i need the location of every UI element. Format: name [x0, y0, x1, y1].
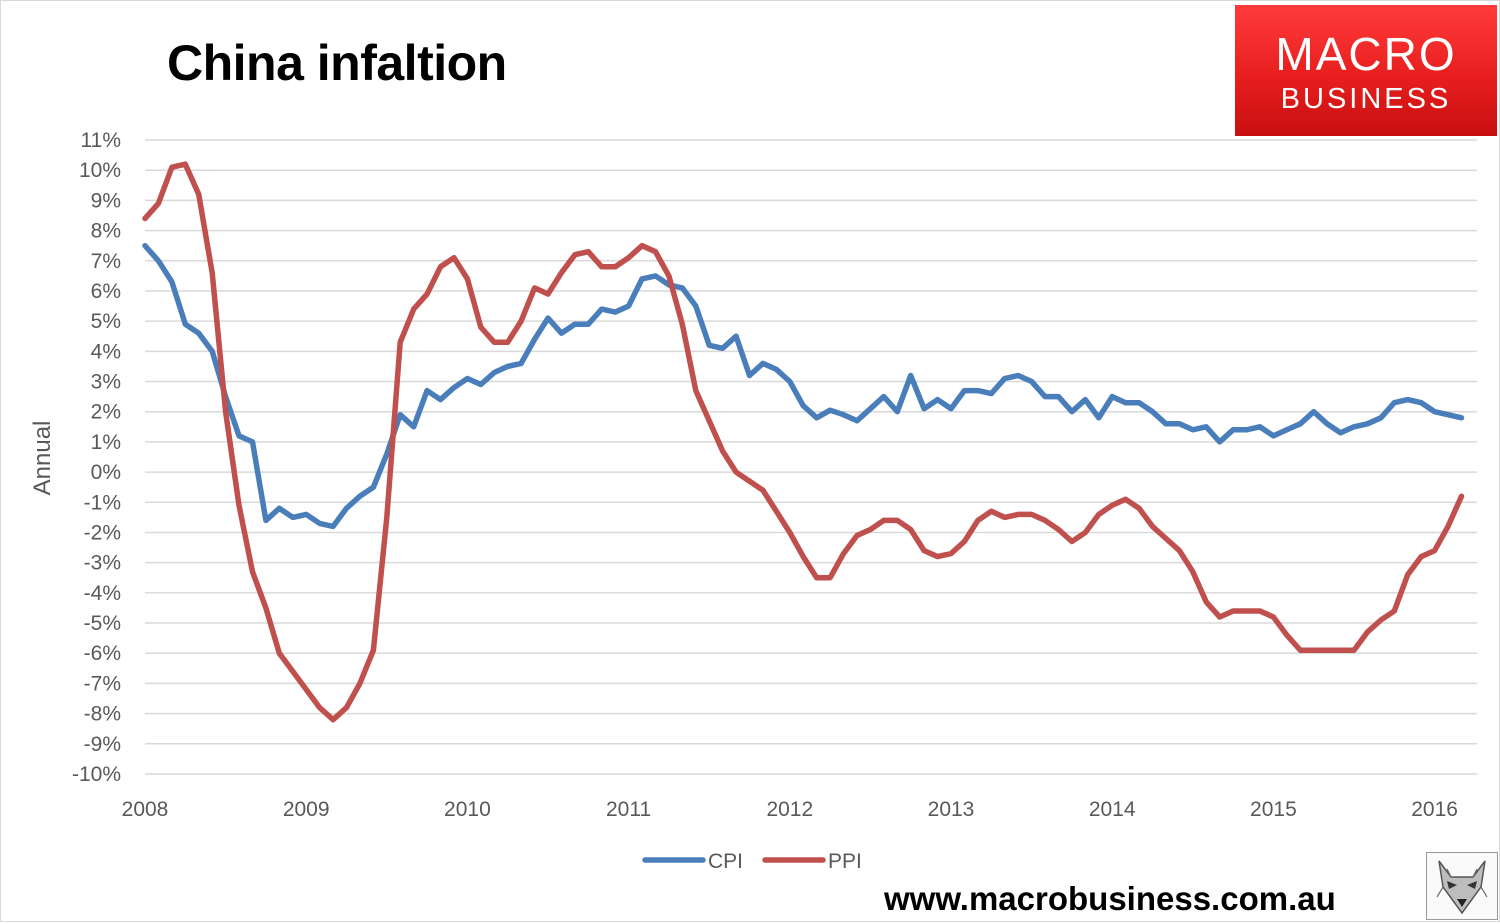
- website-url: www.macrobusiness.com.au: [884, 880, 1336, 917]
- y-tick-label: -9%: [84, 733, 121, 756]
- x-tick-label: 2009: [283, 798, 330, 821]
- x-tick-label: 2012: [766, 798, 813, 821]
- y-tick-label: -8%: [84, 703, 121, 726]
- y-tick-label: 11%: [81, 129, 121, 152]
- x-tick-label: 2010: [444, 798, 491, 821]
- y-tick-label: -6%: [84, 642, 121, 665]
- legend: CPI PPI: [642, 850, 862, 873]
- y-tick-label: -5%: [84, 612, 121, 635]
- legend-label-ppi: PPI: [828, 850, 862, 873]
- series-line-ppi: [142, 161, 1465, 723]
- series-line-cpi: [142, 242, 1465, 530]
- legend-label-cpi: CPI: [708, 850, 743, 873]
- x-tick-label: 2008: [122, 798, 169, 821]
- y-tick-label: 3%: [91, 371, 121, 394]
- y-axis-tick-labels: 11% 10% 9% 8% 7% 6% 5% 4% 3% 2% 1% 0% -1% -2% -3% -4% -5…: [72, 129, 121, 786]
- y-tick-label: -7%: [84, 672, 121, 695]
- y-tick-label: -10%: [72, 763, 121, 786]
- y-tick-label: 8%: [91, 220, 121, 243]
- y-tick-label: -4%: [84, 582, 121, 605]
- y-tick-label: 10%: [79, 159, 121, 182]
- y-tick-label: 6%: [91, 280, 121, 303]
- x-tick-label: 2014: [1089, 798, 1136, 821]
- x-axis-tick-labels: 2008 2009 2010 2011 2012 2013 2014 2015 2016: [122, 798, 1458, 821]
- y-axis-label: Annual: [29, 421, 56, 496]
- y-tick-label: -1%: [84, 491, 121, 514]
- y-tick-label: 9%: [91, 189, 121, 212]
- x-tick-label: 2011: [606, 798, 651, 821]
- y-tick-label: 4%: [91, 340, 121, 363]
- y-tick-label: 1%: [91, 431, 121, 454]
- y-tick-label: 5%: [91, 310, 121, 333]
- brand-logo-line1: MACRO: [1275, 28, 1457, 80]
- x-tick-label: 2016: [1411, 798, 1458, 821]
- y-tick-label: -2%: [84, 521, 121, 544]
- y-tick-label: 7%: [91, 250, 121, 273]
- y-tick-label: -3%: [84, 552, 121, 575]
- y-tick-label: 2%: [91, 401, 121, 424]
- gridlines: [145, 139, 1477, 775]
- y-tick-label: 0%: [91, 461, 121, 484]
- series-lines: [142, 161, 1465, 723]
- wolf-logo-icon: [1426, 852, 1498, 920]
- x-tick-label: 2013: [928, 798, 975, 821]
- chart-title: China infaltion: [167, 35, 507, 91]
- x-tick-label: 2015: [1250, 798, 1297, 821]
- brand-logo: MACRO BUSINESS: [1235, 5, 1497, 136]
- brand-logo-line2: BUSINESS: [1280, 83, 1452, 115]
